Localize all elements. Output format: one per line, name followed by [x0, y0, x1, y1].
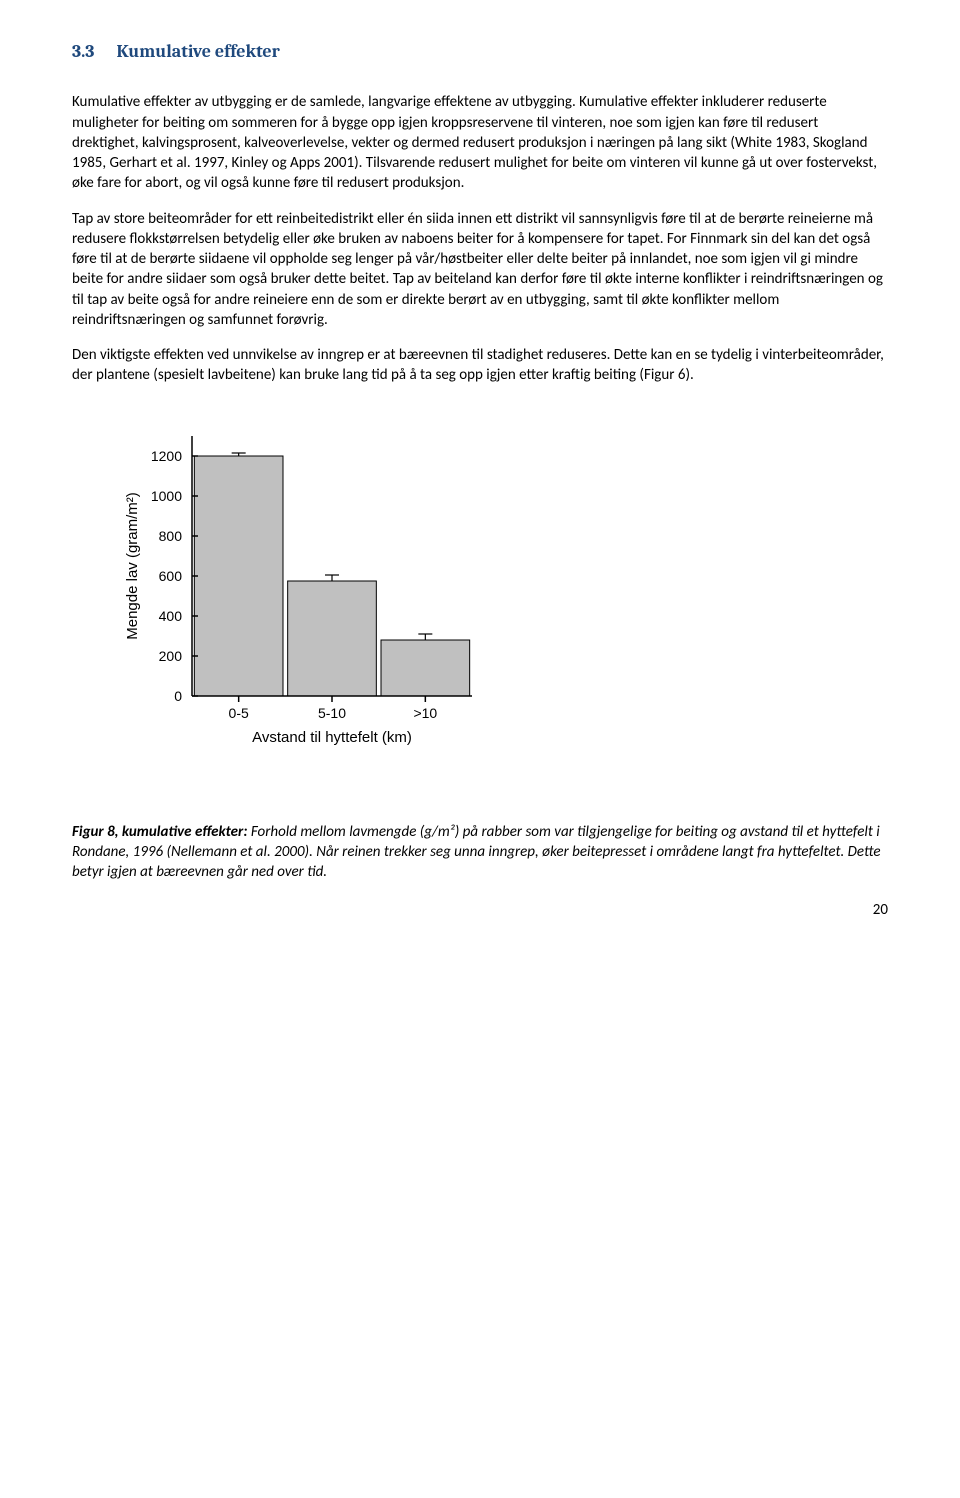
figure-caption: Figur 8, kumulative effekter: Forhold me…	[72, 822, 888, 883]
x-tick-label-0: 0-5	[229, 705, 249, 721]
section-number: 3.3	[72, 41, 94, 62]
y-tick-label-0: 0	[174, 688, 182, 704]
bar-chart: 0-5 5-10 >10 0 200 400 600 800 1000 1200 Mengde la…	[112, 426, 512, 766]
bar-chart-container: 0-5 5-10 >10 0 200 400 600 800 1000 1200 Mengde la…	[112, 426, 888, 766]
x-tick-label-1: 5-10	[318, 705, 346, 721]
y-tick-label-3: 600	[159, 568, 183, 584]
bar-0	[194, 456, 283, 696]
y-tick-label-5: 1000	[151, 488, 182, 504]
y-tick-label-4: 800	[159, 528, 183, 544]
figure-caption-lead: Figur 8, kumulative effekter:	[72, 823, 247, 841]
section-title: Kumulative effekter	[116, 41, 279, 62]
bar-1	[288, 581, 377, 696]
section-heading: 3.3 Kumulative effekter	[72, 40, 888, 64]
y-tick-label-6: 1200	[151, 448, 182, 464]
paragraph-3: Den viktigste effekten ved unnvikelse av…	[72, 345, 888, 386]
paragraph-1: Kumulative effekter av utbygging er de s…	[72, 92, 888, 193]
paragraph-2: Tap av store beiteområder for ett reinbe…	[72, 209, 888, 331]
y-tick-label-2: 400	[159, 608, 183, 624]
y-axis-label: Mengde lav (gram/m²)	[124, 492, 141, 640]
y-tick-label-1: 200	[159, 648, 183, 664]
page-number: 20	[72, 900, 888, 920]
x-tick-label-2: >10	[413, 705, 437, 721]
bar-2	[381, 640, 470, 696]
x-axis-label: Avstand til hyttefelt (km)	[252, 729, 412, 746]
